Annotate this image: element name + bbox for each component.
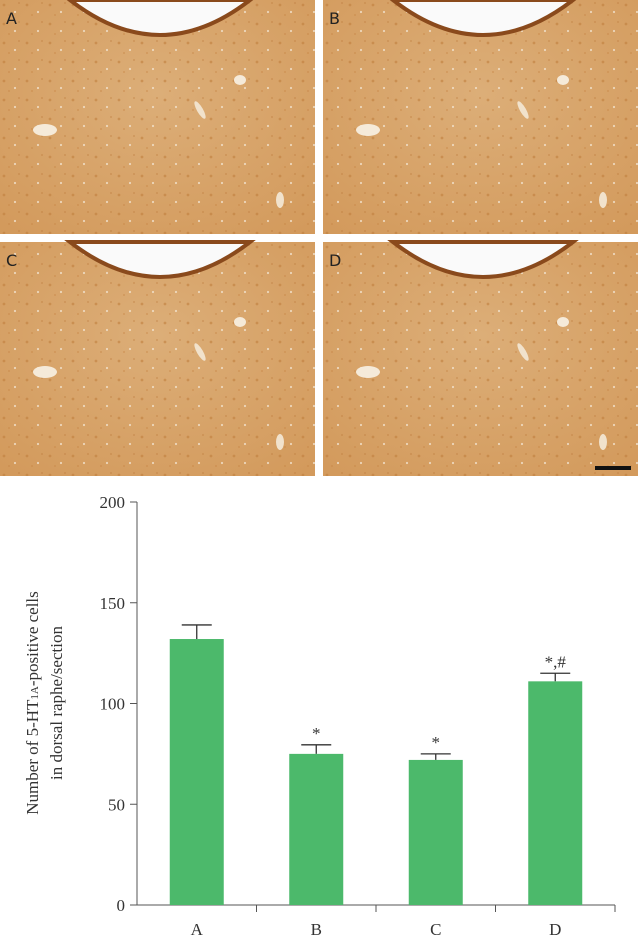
- bar: [528, 681, 583, 905]
- bar: [169, 639, 224, 905]
- significance-label: *,#: [545, 652, 567, 671]
- significance-label: *: [432, 733, 441, 752]
- micrograph-a: [0, 0, 317, 236]
- y-tick-label: 0: [117, 896, 126, 915]
- y-label-part: -positive cells: [23, 591, 42, 686]
- bar: [408, 759, 463, 905]
- panel-label: D: [329, 251, 341, 270]
- y-tick-label: 200: [100, 493, 126, 512]
- micrograph-b: [321, 0, 638, 236]
- x-tick-label: C: [430, 920, 441, 939]
- y-label-part: Number of 5-HT: [23, 699, 42, 815]
- plot: 0 50 100 150 200 A * B * C *,# D: [100, 493, 616, 939]
- x-tick-label: B: [311, 920, 322, 939]
- y-label-sub: 1A: [29, 686, 41, 700]
- x-tick-label: A: [191, 920, 204, 939]
- micrograph-d: [321, 240, 638, 478]
- y-tick-label: 150: [100, 594, 126, 613]
- panel-label: B: [329, 9, 340, 28]
- scale-bar: [595, 466, 631, 470]
- y-label-line: Number of 5-HT1A-positive cells: [23, 591, 42, 815]
- panel-label: C: [6, 251, 17, 270]
- significance-label: *: [312, 724, 321, 743]
- y-tick-label: 100: [100, 695, 126, 714]
- micrograph-c: [0, 240, 317, 478]
- y-axis-label: Number of 5-HT1A-positive cells in dorsa…: [23, 591, 66, 815]
- y-tick-label: 50: [108, 795, 125, 814]
- x-tick-label: D: [549, 920, 561, 939]
- panel-label: A: [6, 9, 17, 28]
- y-label-line: in dorsal raphe/section: [47, 626, 66, 780]
- bar: [289, 753, 344, 905]
